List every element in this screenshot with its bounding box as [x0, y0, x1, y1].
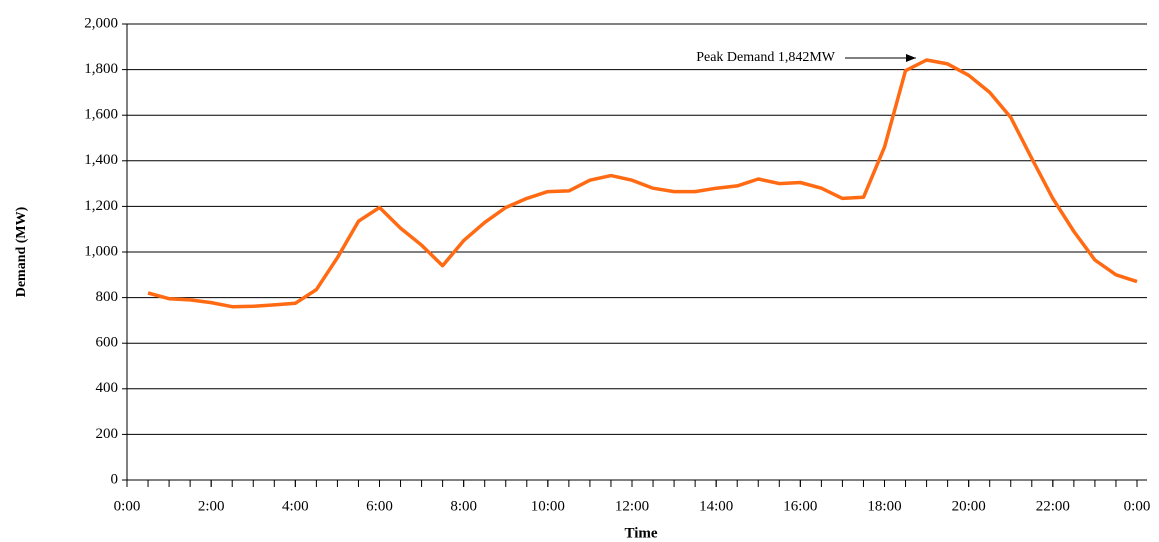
y-tick-label: 0	[111, 471, 119, 487]
y-tick-label: 600	[96, 335, 119, 351]
y-tick-label: 1,400	[84, 152, 118, 168]
annotation: Peak Demand 1,842MW	[696, 50, 836, 65]
y-tick-label: 1,000	[84, 243, 118, 259]
x-tick-label: 14:00	[699, 498, 733, 514]
y-tick-label: 1,200	[84, 198, 118, 214]
y-tick-label: 2,000	[84, 15, 118, 31]
x-tick-label: 18:00	[867, 498, 901, 514]
x-tick-label: 0:00	[114, 498, 141, 514]
y-tick-label: 400	[96, 380, 119, 396]
y-tick-label: 1,800	[84, 61, 118, 77]
y-tick-label: 200	[96, 426, 119, 442]
x-tick-label: 22:00	[1036, 498, 1070, 514]
x-tick-label: 6:00	[366, 498, 393, 514]
y-tick-label: 1,600	[84, 107, 118, 123]
x-tick-label: 20:00	[952, 498, 986, 514]
x-tick-label: 8:00	[450, 498, 477, 514]
data-line	[147, 58, 1138, 309]
y-tick-label: 800	[96, 289, 119, 305]
y-axis-title: Demand (MW)	[14, 206, 29, 297]
x-tick-label: 2:00	[198, 498, 225, 514]
x-tick-label: 4:00	[282, 498, 309, 514]
x-tick-label: 16:00	[783, 498, 817, 514]
x-tick-label: 12:00	[615, 498, 649, 514]
x-tick-label: 10:00	[531, 498, 565, 514]
x-axis-title: Time	[624, 525, 657, 541]
x-tick-label: 0:00	[1124, 498, 1151, 514]
